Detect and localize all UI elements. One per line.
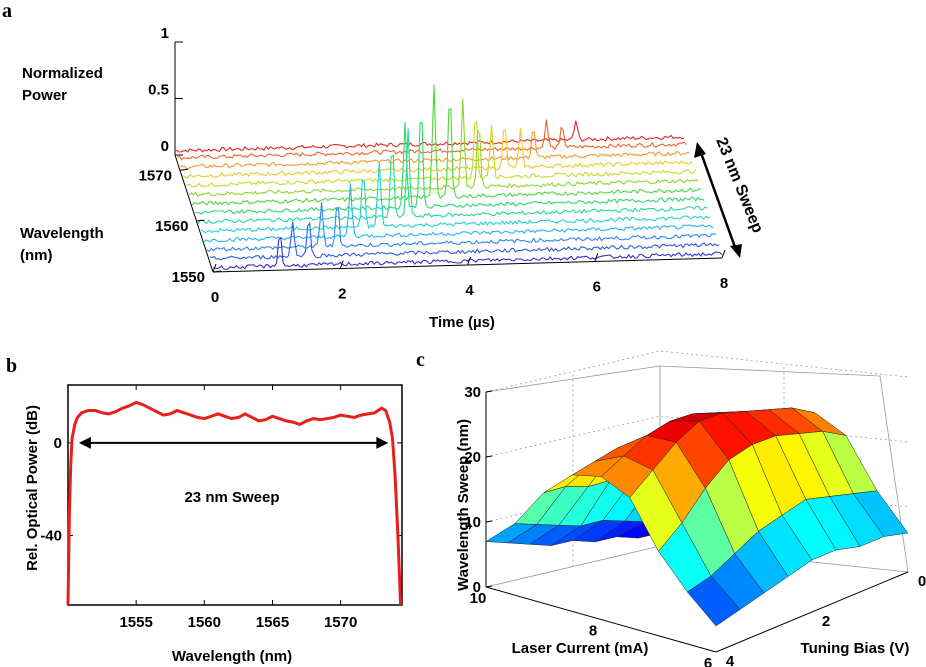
a-sweep-arrow (698, 149, 738, 251)
c-z-tick (485, 585, 493, 588)
a-sweep-arrow-head-top (694, 142, 706, 158)
a-y-tick (212, 270, 222, 273)
panel-label-b: b (6, 355, 17, 377)
a-xlabel: Time (µs) (429, 314, 495, 331)
c-xlabel: Laser Current (mA) (512, 640, 649, 657)
c-zlabel: Wavelength Sweep (nm) (455, 419, 472, 591)
a-x-tick-label-0: 0 (211, 289, 219, 306)
c-x-tick-label-8: 8 (589, 623, 597, 640)
b-x-tick-label-1560: 1560 (188, 614, 221, 631)
a-trace-1566.2 (186, 120, 696, 188)
panel-label-a: a (2, 0, 12, 22)
a-z-tick-label-1: 1 (161, 25, 169, 42)
a-trace-1551.8 (209, 221, 720, 261)
a-trace-1557.2 (200, 161, 711, 234)
a-x-tick (721, 249, 726, 259)
c-y-axis-line (715, 571, 909, 653)
a-trace-1564.4 (188, 98, 699, 198)
c-ylabel: Tuning Bias (V) (801, 640, 910, 657)
b-y-tick-label-0: 0 (54, 435, 62, 452)
b-ticks-group: 1555 1560 1565 1570 -40 0 (40, 385, 402, 631)
a-z-tick-label-0: 0 (161, 138, 169, 155)
a-trace-1573 (174, 120, 685, 153)
b-y-tick-label--40: -40 (40, 528, 62, 545)
a-traces-group (174, 84, 723, 270)
a-trace-1555.4 (203, 183, 714, 243)
c-z-tick-label-20: 20 (464, 449, 481, 466)
a-trace-1560.8 (195, 121, 705, 215)
c-x-tick-label-10: 10 (470, 590, 487, 607)
b-x-tick-label-1555: 1555 (119, 614, 152, 631)
a-zlabel-line1: Normalized (22, 65, 103, 82)
a-x-tick (339, 260, 344, 269)
c-surface-group (485, 407, 909, 627)
a-ylabel-line1: Wavelength (20, 225, 104, 242)
a-y-tick-label-1550: 1550 (172, 269, 205, 286)
c-z-tick (485, 520, 493, 523)
c-y-tick-label-0: 0 (918, 573, 926, 590)
c-z-tick (485, 390, 493, 393)
c-z-tick (485, 455, 493, 458)
a-y-tick (179, 168, 189, 171)
b-xlabel: Wavelength (nm) (172, 648, 292, 665)
c-z-tick-label-0: 0 (473, 579, 481, 596)
a-trace-1553.6 (206, 202, 717, 252)
a-trace-1562.6 (191, 84, 702, 206)
a-y-tick-label-1560: 1560 (155, 218, 188, 235)
c-surface-patch-7-7 (686, 575, 741, 627)
a-x-tick (212, 263, 217, 273)
a-x-tick-label-2: 2 (338, 286, 346, 303)
c-x-axis-line (485, 586, 717, 653)
b-x-tick-label-1565: 1565 (256, 614, 289, 631)
c-z-tick-label-30: 30 (464, 384, 481, 401)
a-ticks-group: 0 2 4 6 8 1550 1560 1570 0 0.5 1 (139, 25, 729, 306)
a-y-axis-line (174, 154, 214, 273)
a-y-tick-label-1570: 1570 (139, 167, 172, 184)
a-x-tick (467, 256, 471, 266)
c-y-tick-label-4: 4 (726, 653, 735, 667)
a-sweep-annotation: 23 nm Sweep (712, 135, 766, 236)
a-x-tick (594, 253, 599, 262)
b-ylabel: Rel. Optical Power (dB) (24, 405, 41, 571)
a-trace-1569.8 (180, 131, 690, 170)
a-z-tick-label-0.5: 0.5 (148, 82, 169, 99)
b-sweep-annotation: 23 nm Sweep (184, 489, 279, 506)
a-ylabel-line2: (nm) (20, 247, 53, 264)
a-trace-1559 (197, 128, 708, 225)
a-x-tick-label-8: 8 (720, 275, 728, 292)
a-x-tick-label-6: 6 (593, 279, 601, 296)
a-sweep-arrow-head-bottom (730, 244, 742, 258)
c-x-tick-label-6: 6 (704, 655, 712, 667)
c-y-tick-label-2: 2 (822, 613, 830, 630)
b-spectrum-line (66, 400, 403, 606)
b-plot-frame (67, 384, 403, 606)
a-trace-1550 (212, 236, 723, 270)
b-sweep-arrow-head-left (78, 436, 91, 449)
a-trace-1568 (183, 127, 693, 179)
panel-label-c: c (416, 349, 425, 371)
c-grid-line-z30 (485, 350, 909, 393)
a-y-tick (196, 219, 205, 222)
a-x-tick-label-4: 4 (465, 282, 474, 299)
panel-b-spectrum-chart: 1555 1560 1565 1570 -40 0 23 nm Sweep Rel. Op… (24, 384, 403, 665)
b-sweep-arrow-head-right (376, 436, 389, 449)
b-x-tick-label-1570: 1570 (324, 614, 357, 631)
c-z-tick-label-10: 10 (464, 514, 481, 531)
a-zlabel-line2: Power (22, 87, 67, 104)
